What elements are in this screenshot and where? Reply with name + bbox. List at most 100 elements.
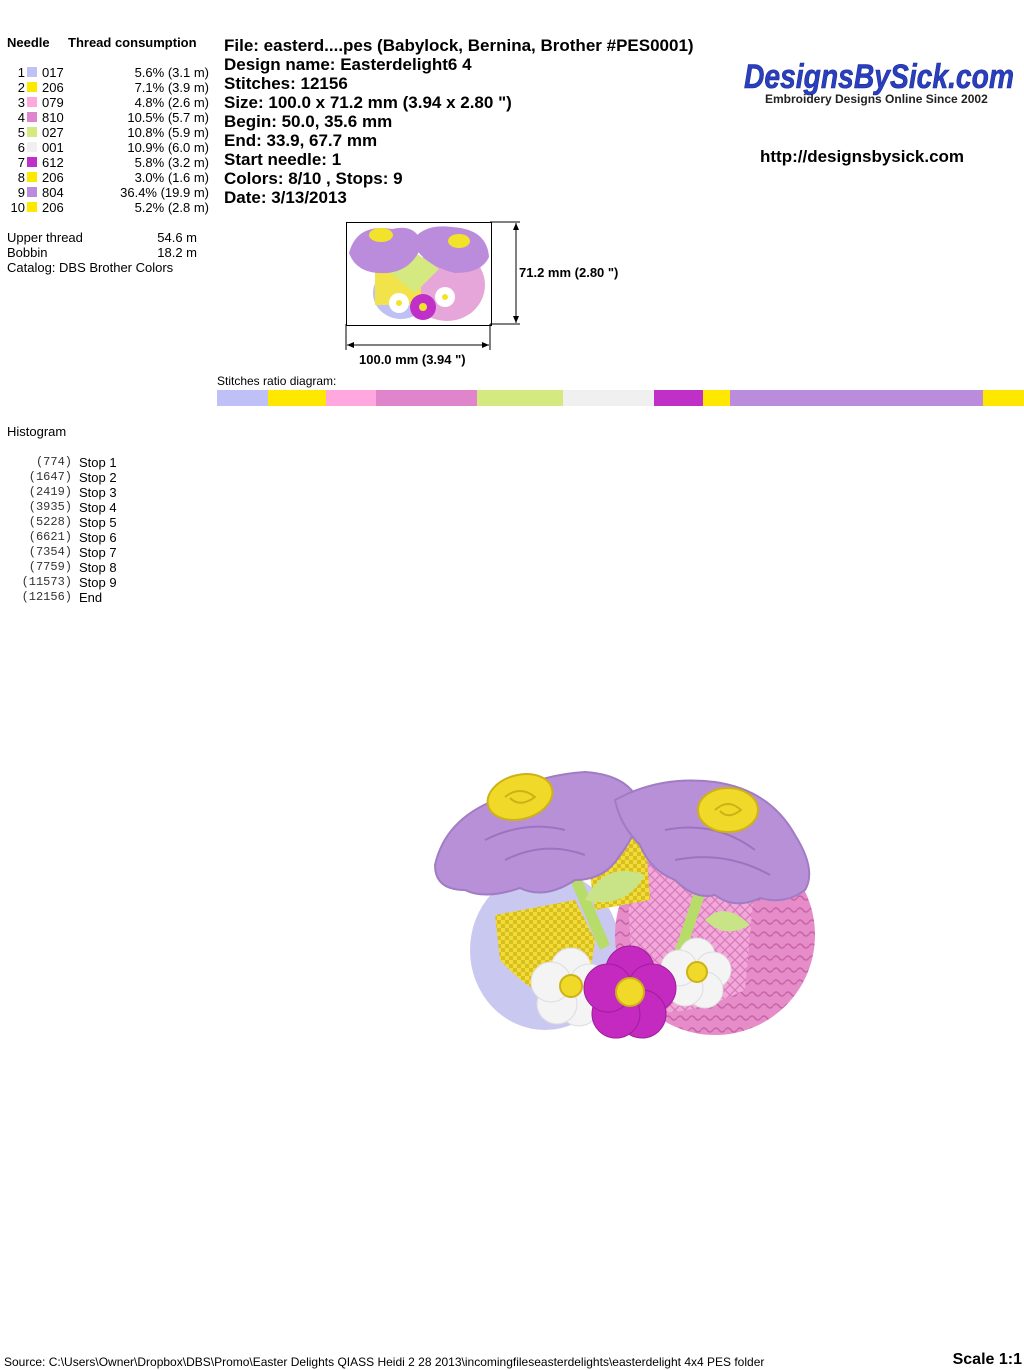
histogram-row: (2419) Stop 3 xyxy=(0,485,200,500)
thread-row: 7 612 5.8% (3.2 m) xyxy=(0,155,215,170)
stop-label: Stop 6 xyxy=(79,530,117,545)
ratio-segment xyxy=(326,390,376,406)
stitch-count-value: (7759) xyxy=(28,560,72,574)
color-swatch xyxy=(27,67,37,77)
histogram-row: (7759) Stop 8 xyxy=(0,560,200,575)
colors-stops: Colors: 8/10 , Stops: 9 xyxy=(224,169,403,188)
needle-number: 7 xyxy=(17,155,25,170)
ratio-segment xyxy=(563,390,654,406)
ratio-segment xyxy=(730,390,983,406)
stitches-ratio-bar xyxy=(217,390,1024,406)
histogram-title: Histogram xyxy=(7,424,67,439)
stitch-count-value: (6621) xyxy=(28,530,72,544)
file-info: File: easterd....pes (Babylock, Bernina,… xyxy=(224,36,694,55)
histogram-row: (3935) Stop 4 xyxy=(0,500,200,515)
stop-label: Stop 5 xyxy=(79,515,117,530)
ratio-segment xyxy=(376,390,477,406)
website-link[interactable]: http://designsbysick.com xyxy=(760,147,965,166)
ratio-diagram-title: Stitches ratio diagram: xyxy=(217,374,337,388)
needle-number: 3 xyxy=(17,95,25,110)
thread-code: 017 xyxy=(42,65,64,80)
ratio-segment xyxy=(983,390,1024,406)
needle-number: 10 xyxy=(10,200,25,215)
thread-code: 079 xyxy=(42,95,64,110)
stitch-count-value: (5228) xyxy=(28,515,72,529)
thread-consumption-header: Thread consumption xyxy=(68,35,197,50)
thread-code: 810 xyxy=(42,110,64,125)
color-swatch xyxy=(27,202,37,212)
upper-thread-label: Upper thread xyxy=(7,230,83,245)
color-swatch xyxy=(27,157,37,167)
stitch-count-value: (11573) xyxy=(21,575,72,589)
needle-number: 5 xyxy=(17,125,25,140)
stop-label: Stop 8 xyxy=(79,560,117,575)
height-dimension-label: 71.2 mm (2.80 ") xyxy=(519,265,619,280)
thread-consumption: 10.8% (5.9 m) xyxy=(127,125,209,140)
needle-number: 9 xyxy=(17,185,25,200)
histogram-row: (12156) End xyxy=(0,590,200,605)
thread-consumption: 5.2% (2.8 m) xyxy=(134,200,209,215)
needle-number: 8 xyxy=(17,170,25,185)
histogram-row: (7354) Stop 7 xyxy=(0,545,200,560)
logo-tagline: Embroidery Designs Online Since 2002 xyxy=(765,92,988,106)
stitch-count-value: (2419) xyxy=(28,485,72,499)
histogram-row: (1647) Stop 2 xyxy=(0,470,200,485)
stop-label: Stop 7 xyxy=(79,545,117,560)
stitch-count-value: (7354) xyxy=(28,545,72,559)
scale-label: Scale 1:1 xyxy=(952,1351,1022,1368)
ratio-segment xyxy=(268,390,326,406)
thread-row: 1 017 5.6% (3.1 m) xyxy=(0,65,215,80)
histogram-row: (11573) Stop 9 xyxy=(0,575,200,590)
needle-number: 4 xyxy=(17,110,25,125)
color-swatch xyxy=(27,172,37,182)
stitch-count-value: (1647) xyxy=(28,470,72,484)
thread-code: 027 xyxy=(42,125,64,140)
width-dimension-label: 100.0 mm (3.94 ") xyxy=(359,352,466,367)
start-needle: Start needle: 1 xyxy=(224,150,342,169)
thread-code: 206 xyxy=(42,170,64,185)
thread-consumption: 4.8% (2.6 m) xyxy=(134,95,209,110)
thread-code: 612 xyxy=(42,155,64,170)
end-position: End: 33.9, 67.7 mm xyxy=(224,131,378,150)
stop-label: Stop 2 xyxy=(79,470,117,485)
stop-label: Stop 9 xyxy=(79,575,117,590)
histogram-row: (774) Stop 1 xyxy=(0,455,200,470)
thread-row: 5 027 10.8% (5.9 m) xyxy=(0,125,215,140)
design-size: Size: 100.0 x 71.2 mm (3.94 x 2.80 ") xyxy=(224,93,512,112)
thread-row: 10 206 5.2% (2.8 m) xyxy=(0,200,215,215)
source-path: Source: C:\Users\Owner\Dropbox\DBS\Promo… xyxy=(4,1355,765,1369)
histogram-row: (6621) Stop 6 xyxy=(0,530,200,545)
thread-row: 2 206 7.1% (3.9 m) xyxy=(0,80,215,95)
svg-text:DesignsBySick.com: DesignsBySick.com xyxy=(744,58,1014,96)
thread-consumption: 10.9% (6.0 m) xyxy=(127,140,209,155)
bobbin-value: 18.2 m xyxy=(157,245,197,260)
upper-thread-row: Upper thread 54.6 m xyxy=(7,230,197,245)
stitch-count: Stitches: 12156 xyxy=(224,74,348,93)
thread-code: 804 xyxy=(42,185,64,200)
width-dimension-line xyxy=(345,324,491,350)
color-swatch xyxy=(27,97,37,107)
thread-row: 8 206 3.0% (1.6 m) xyxy=(0,170,215,185)
stop-label: End xyxy=(79,590,103,605)
ratio-segment xyxy=(477,390,563,406)
stitch-count-value: (774) xyxy=(35,455,72,469)
brand-logo: DesignsBySick.com Embroidery Designs Onl… xyxy=(740,56,1020,106)
design-name: Design name: Easterdelight6 4 xyxy=(224,55,472,74)
embroidery-design-preview xyxy=(433,770,815,1039)
thread-row: 9 804 36.4% (19.9 m) xyxy=(0,185,215,200)
color-swatch xyxy=(27,112,37,122)
bobbin-row: Bobbin 18.2 m xyxy=(7,245,197,260)
needle-number: 1 xyxy=(17,65,25,80)
thread-consumption: 10.5% (5.7 m) xyxy=(127,110,209,125)
thread-consumption: 5.8% (3.2 m) xyxy=(134,155,209,170)
begin-position: Begin: 50.0, 35.6 mm xyxy=(224,112,393,131)
stop-label: Stop 4 xyxy=(79,500,117,515)
color-swatch xyxy=(27,82,37,92)
upper-thread-value: 54.6 m xyxy=(157,230,197,245)
color-swatch xyxy=(27,142,37,152)
thread-row: 4 810 10.5% (5.7 m) xyxy=(0,110,215,125)
design-preview-thumbnail xyxy=(346,222,492,326)
catalog-text: Catalog: DBS Brother Colors xyxy=(7,260,174,275)
thread-code: 206 xyxy=(42,200,64,215)
needle-number: 2 xyxy=(17,80,25,95)
